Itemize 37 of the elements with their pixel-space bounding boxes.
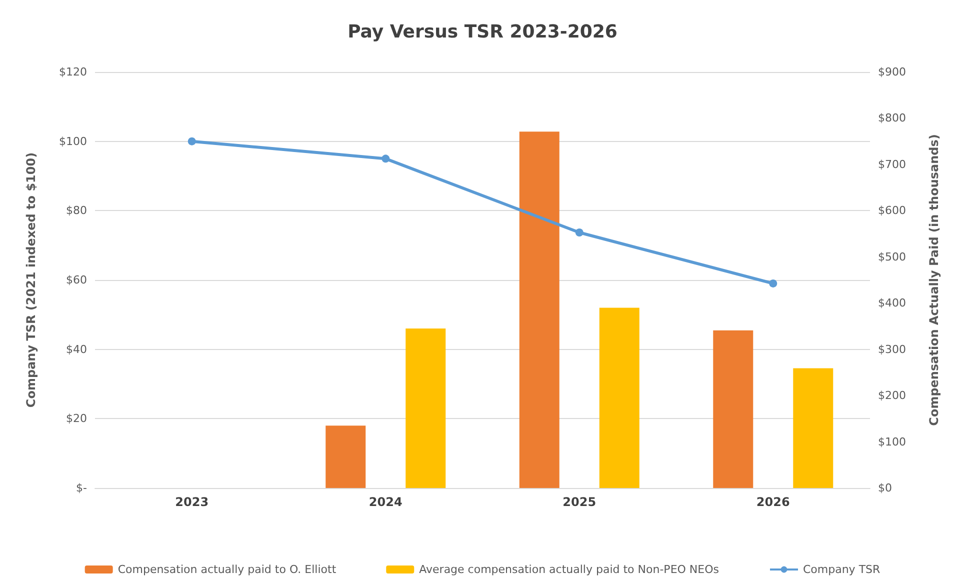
y-tick-label: $80	[66, 204, 87, 218]
y2-tick-label: $100	[878, 435, 906, 448]
y2-tick-label: $900	[878, 66, 906, 78]
bar	[713, 330, 754, 488]
y2-tick-label: $0	[878, 482, 892, 494]
y2-axis-title: Compensation Actually Paid (in thousands)	[927, 134, 941, 426]
point	[382, 154, 390, 163]
y-tick-label: $60	[66, 274, 87, 286]
bar	[326, 426, 366, 488]
y-tick-label: $40	[66, 342, 87, 356]
legend-label: Compensation actually paid to O. Elliott	[118, 563, 337, 576]
y2-tick-label: $500	[878, 250, 906, 264]
y2-tick-label: $300	[878, 342, 906, 356]
y2-tick-label: $400	[878, 296, 906, 310]
y-axis-title: Company TSR (2021 indexed to $100)	[24, 152, 38, 408]
bar	[793, 368, 834, 488]
x-tick-label: 2025	[562, 495, 596, 509]
y2-tick-label: $600	[878, 204, 906, 218]
legend-label: Average compensation actually paid to Non-PEO NEOs	[419, 563, 720, 576]
x-tick-label: 2026	[756, 495, 790, 509]
point	[188, 137, 196, 146]
y2-tick-label: $800	[878, 112, 906, 125]
point	[575, 228, 584, 237]
bar	[519, 132, 560, 488]
point	[769, 279, 778, 288]
legend-label: Company TSR	[802, 563, 881, 576]
bar	[599, 308, 640, 488]
x-tick-label: 2024	[368, 495, 402, 509]
bar	[406, 328, 446, 488]
y2-tick-label: $200	[878, 389, 906, 402]
x-tick-label: 2023	[175, 495, 209, 509]
y-tick-label: $100	[59, 134, 87, 148]
y2-tick-label: $700	[878, 158, 906, 171]
y-tick-label: $-	[76, 482, 88, 494]
y-tick-label: $20	[66, 412, 87, 426]
y-tick-label: $120	[59, 66, 87, 78]
chart-title: Pay Versus TSR 2023-2026	[348, 22, 618, 42]
